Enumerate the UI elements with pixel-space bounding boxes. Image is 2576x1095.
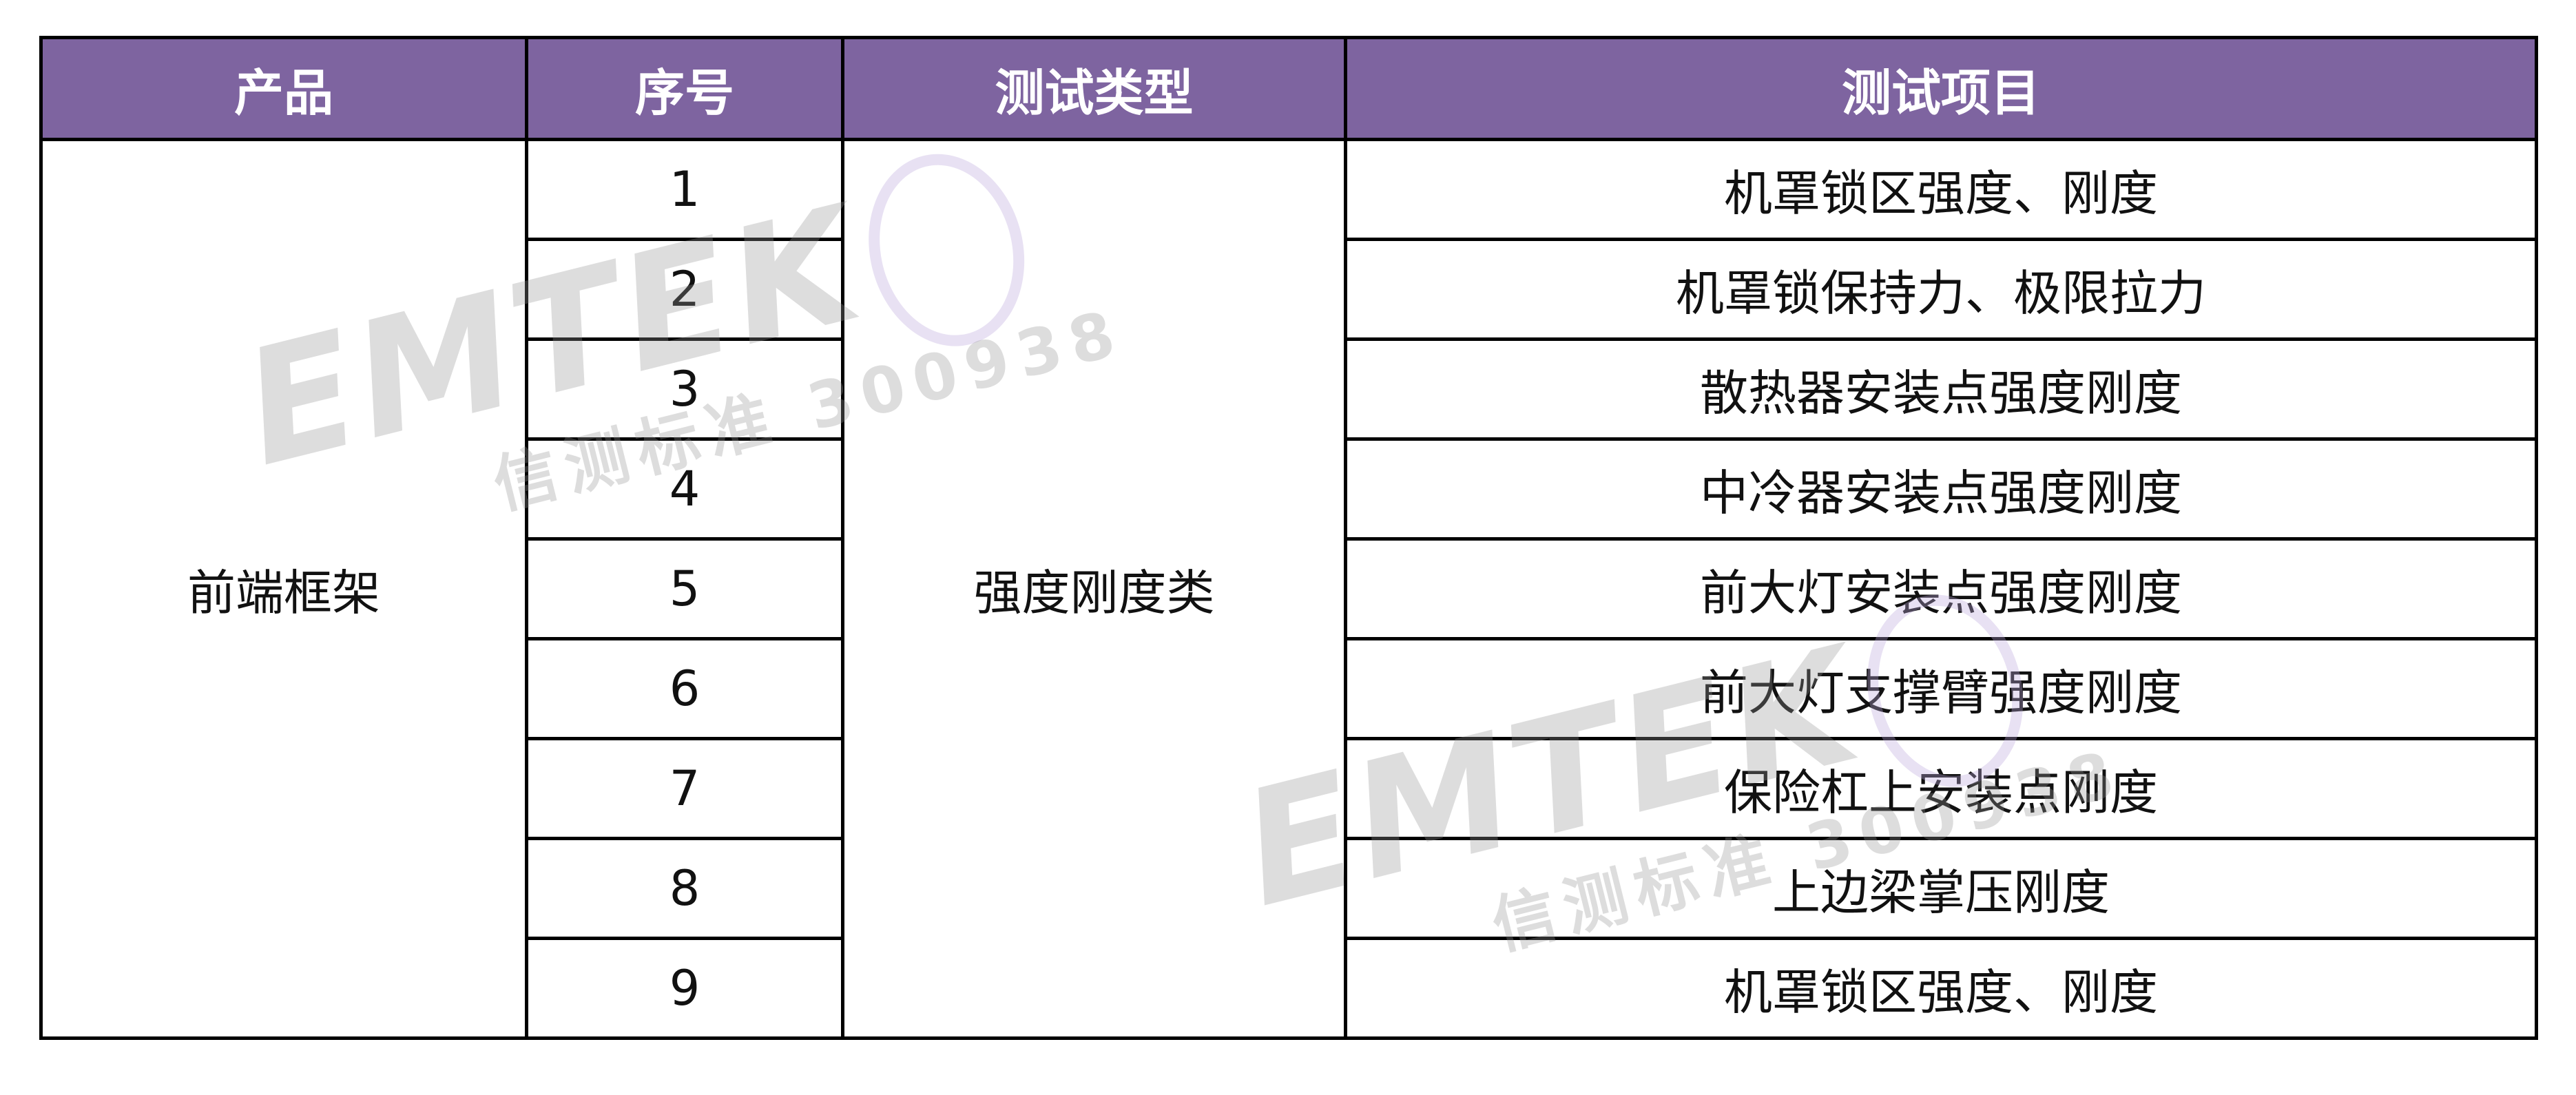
table-row: 7 保险杠上安装点刚度 — [41, 737, 2538, 840]
product-cell: 前端框架 — [39, 138, 528, 1040]
test-type-cell: 强度刚度类 — [841, 138, 1347, 1040]
table-row: 8 上边梁掌压刚度 — [41, 837, 2538, 940]
table-row: 9 机罩锁区强度、刚度 — [41, 937, 2538, 1040]
index-cell: 1 — [525, 138, 844, 241]
table-row: 2 机罩锁保持力、极限拉力 — [41, 238, 2538, 341]
header-index: 序号 — [525, 36, 844, 141]
test-item-cell: 中冷器安装点强度刚度 — [1344, 437, 2538, 541]
index-cell: 6 — [525, 637, 844, 740]
test-item-cell: 前大灯支撑臂强度刚度 — [1344, 637, 2538, 740]
test-item-cell: 保险杠上安装点刚度 — [1344, 737, 2538, 840]
index-cell: 7 — [525, 737, 844, 840]
test-item-cell: 机罩锁区强度、刚度 — [1344, 937, 2538, 1040]
test-items-table: 产品 序号 测试类型 测试项目 前端框架 1 强度刚度类 机罩锁区强度、刚度 2 机罩锁保… — [39, 36, 2538, 1040]
table-row: 4 中冷器安装点强度刚度 — [41, 437, 2538, 541]
index-cell: 8 — [525, 837, 844, 940]
index-cell: 3 — [525, 337, 844, 441]
header-row: 产品 序号 测试类型 测试项目 — [39, 36, 2538, 141]
test-item-cell: 机罩锁区强度、刚度 — [1344, 138, 2538, 241]
test-item-cell: 机罩锁保持力、极限拉力 — [1344, 238, 2538, 341]
header-product: 产品 — [39, 36, 528, 141]
test-item-cell: 散热器安装点强度刚度 — [1344, 337, 2538, 441]
index-cell: 5 — [525, 537, 844, 640]
test-item-cell: 前大灯安装点强度刚度 — [1344, 537, 2538, 640]
table-row: 6 前大灯支撑臂强度刚度 — [41, 637, 2538, 740]
header-test-type: 测试类型 — [841, 36, 1347, 141]
index-cell: 4 — [525, 437, 844, 541]
table-row: 5 前大灯安装点强度刚度 — [41, 537, 2538, 640]
table-row: 前端框架 1 强度刚度类 机罩锁区强度、刚度 — [39, 138, 2538, 1040]
table-row: 3 散热器安装点强度刚度 — [41, 337, 2538, 441]
test-item-cell: 上边梁掌压刚度 — [1344, 837, 2538, 940]
header-test-item: 测试项目 — [1344, 36, 2538, 141]
index-cell: 9 — [525, 937, 844, 1040]
index-cell: 2 — [525, 238, 844, 341]
